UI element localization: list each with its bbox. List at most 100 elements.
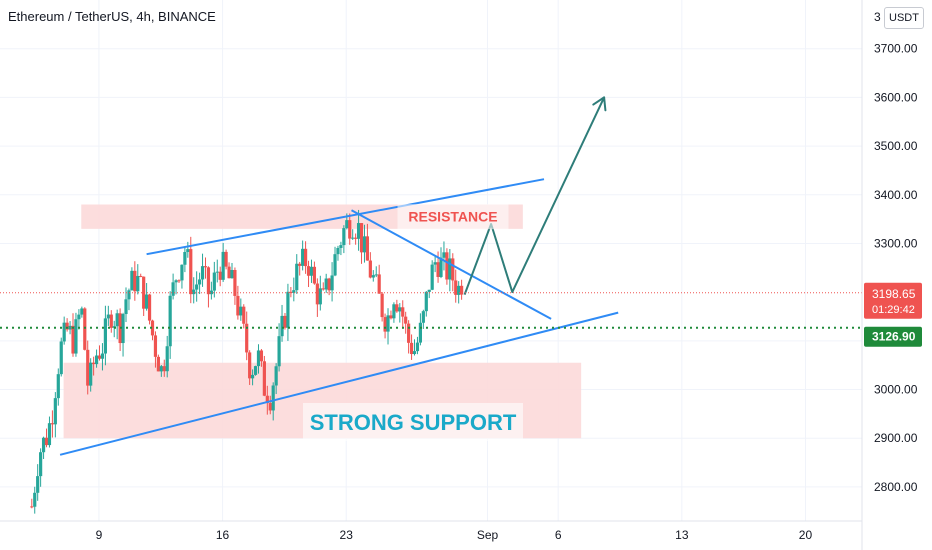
candle-body <box>245 323 249 353</box>
candle-body <box>289 291 293 293</box>
resistance-label: RESISTANCE <box>408 209 497 225</box>
candle-body <box>94 355 99 365</box>
candle-body <box>395 304 399 312</box>
candle-body <box>33 492 37 507</box>
candle-body <box>433 262 437 265</box>
candle-body <box>262 361 266 396</box>
candle-body <box>368 260 372 278</box>
x-tick-label: 9 <box>96 528 103 542</box>
candle-body <box>342 228 346 246</box>
candle-body <box>412 351 417 355</box>
candle-body <box>80 308 84 315</box>
candle-body <box>392 304 396 319</box>
candle-body <box>150 320 155 336</box>
candle-body <box>36 476 40 493</box>
descending_line <box>351 209 552 320</box>
lower_trendline <box>59 311 619 456</box>
x-tick-label: 23 <box>340 528 354 542</box>
y-tick-label: 2900.00 <box>874 431 918 445</box>
candle-body <box>165 346 169 372</box>
candle-body <box>68 325 72 330</box>
x-tick-label: 16 <box>216 528 230 542</box>
candle-body <box>77 314 81 320</box>
resistance-label-bg <box>397 204 509 230</box>
candle-body <box>454 280 458 295</box>
currency-button[interactable]: USDT <box>884 7 924 29</box>
support-level-value: 3126.90 <box>872 330 916 344</box>
projection-arrowhead <box>603 96 607 112</box>
y-tick-label: 3400.00 <box>874 188 918 202</box>
candle-body <box>127 290 131 300</box>
candle-body <box>359 223 364 253</box>
candle-body <box>268 403 272 411</box>
candle-body <box>374 274 378 276</box>
candle-body <box>56 374 60 399</box>
candle-body <box>339 245 343 248</box>
candle-body <box>265 395 269 404</box>
candle-body <box>354 237 358 239</box>
candle-body <box>371 275 375 278</box>
candle-body <box>218 271 222 280</box>
support-label: STRONG SUPPORT <box>310 410 517 435</box>
chart-title: Ethereum / TetherUS, 4h, BINANCE <box>8 9 216 24</box>
candle-body <box>407 323 411 343</box>
support-level-tag <box>864 326 922 347</box>
candle-body <box>50 423 55 425</box>
candle-body <box>39 452 43 477</box>
current-price-value: 3198.65 <box>872 287 916 301</box>
candle-body <box>348 220 352 239</box>
candle-body <box>451 258 455 281</box>
countdown-value: 01:29:42 <box>872 304 915 316</box>
candle-body <box>448 258 452 280</box>
candle-body <box>318 288 322 305</box>
candle-body <box>162 366 166 372</box>
candle-body <box>189 249 193 295</box>
candle-body <box>168 295 172 347</box>
candle-body <box>277 336 281 367</box>
candle-body <box>89 362 93 386</box>
y-tick-label: 3700.00 <box>874 42 918 56</box>
candle-body <box>53 398 57 425</box>
candle-body <box>283 315 287 328</box>
candle-body <box>365 236 370 261</box>
candle-body <box>47 423 52 446</box>
drawings <box>59 96 619 456</box>
candle-body <box>436 262 440 277</box>
candle-body <box>315 283 319 305</box>
candle-body <box>186 249 190 253</box>
candles <box>30 209 464 514</box>
candle-body <box>271 385 275 411</box>
candle-body <box>292 290 296 293</box>
candle-body <box>324 278 328 290</box>
projection_path <box>463 96 606 295</box>
projection-arrowhead <box>592 96 606 106</box>
candle-body <box>124 299 128 315</box>
candle-body <box>301 248 305 266</box>
candle-body <box>92 362 96 365</box>
candle-body <box>236 295 240 316</box>
x-tick-label: 20 <box>799 528 813 542</box>
candle-body <box>200 266 205 280</box>
candle-body <box>121 314 125 344</box>
candle-body <box>139 275 143 277</box>
candle-body <box>321 288 325 290</box>
candle-body <box>227 266 231 279</box>
candle-body <box>133 270 137 292</box>
candle-body <box>106 314 110 319</box>
candle-body <box>177 280 181 282</box>
candle-body <box>142 276 146 309</box>
candle-body <box>327 278 331 291</box>
candle-body <box>74 319 78 354</box>
candle-body <box>409 342 414 355</box>
candle-body <box>418 322 423 343</box>
x-tick-label: Sep <box>477 528 499 542</box>
candle-body <box>427 289 431 292</box>
chart-grid <box>0 0 862 521</box>
candle-body <box>221 251 225 280</box>
candle-body <box>62 322 66 342</box>
candle-body <box>389 315 393 319</box>
candle-body <box>145 294 149 309</box>
candle-body <box>97 355 102 359</box>
candle-body <box>59 341 63 375</box>
